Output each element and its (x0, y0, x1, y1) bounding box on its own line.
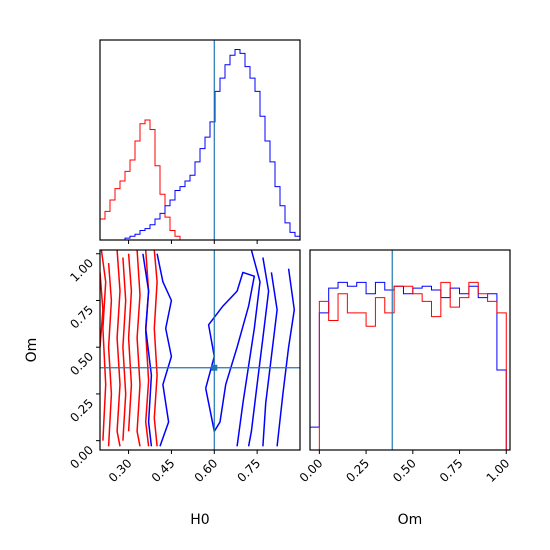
contour-series-1-line-0 (142, 253, 153, 447)
contour-series-0-line-3 (116, 250, 121, 447)
contour-series-1-line-4 (247, 257, 270, 447)
contour-series-0-line-2 (107, 263, 113, 447)
x-axis-label-h0: H0 (190, 512, 209, 528)
om-x-tick-label-4: 1.00 (484, 456, 513, 485)
contour-series-1-line-5 (262, 272, 278, 447)
om-x-tick-label-2: 0.50 (390, 456, 419, 485)
contour-series-0-line-4 (122, 257, 127, 441)
h0-x-tick-label-2: 0.60 (192, 456, 221, 485)
om-marginal-panel: 0.00 0.25 0.50 0.75 1.00 (297, 249, 513, 485)
h0-x-tick-label-0: 0.30 (106, 456, 135, 485)
om-marginal-frame (309, 249, 511, 451)
contour-series-0-line-6 (136, 250, 141, 447)
h0-hist-series-0 (100, 119, 181, 240)
contour-truth-marker (211, 364, 218, 371)
h0-x-tick-label-1: 0.45 (149, 456, 178, 485)
contour-series-1-line-3 (236, 250, 261, 447)
contour-series-1-line-6 (276, 268, 296, 447)
om-y-tick-label-3: 0.75 (67, 303, 96, 332)
om-y-tick-label-4: 1.00 (67, 256, 96, 285)
om-x-tick-label-3: 0.75 (437, 456, 466, 485)
x-axis-label-om: Om (398, 512, 423, 528)
h0-marginal-plot-area (100, 40, 300, 240)
om-x-tick-label-0: 0.00 (297, 456, 326, 485)
om-y-tick-label-1: 0.25 (67, 396, 96, 425)
contour-series-0-line-5 (127, 253, 133, 432)
contour-series-0-line-1 (100, 250, 107, 441)
contour-frame (99, 249, 301, 451)
h0-x-tick-label-3: 0.75 (234, 456, 263, 485)
om-marginal-plot-area (310, 250, 507, 450)
contour-series-1-line-1 (156, 253, 173, 447)
om-hist-series-1 (318, 281, 507, 450)
contour-series-0-line-0 (100, 272, 104, 348)
h0-om-contour-panel: 0.30 0.45 0.60 0.75 0.00 0.25 0.50 0.75 1.00 (67, 249, 301, 485)
om-x-tick-label-1: 0.25 (343, 456, 372, 485)
contour-series-0-line-8 (153, 250, 158, 447)
om-y-tick-label-0: 0.00 (67, 443, 96, 472)
h0-marginal-panel (99, 39, 301, 244)
om-hist-series-0 (310, 281, 507, 450)
h0-marginal-frame (99, 39, 301, 241)
h0-hist-series-1 (100, 49, 300, 240)
om-y-tick-label-2: 0.50 (67, 349, 96, 378)
contour-plot-area (100, 250, 300, 450)
y-axis-label-om: Om (24, 338, 40, 363)
contour-series-1-line-2 (204, 271, 256, 433)
